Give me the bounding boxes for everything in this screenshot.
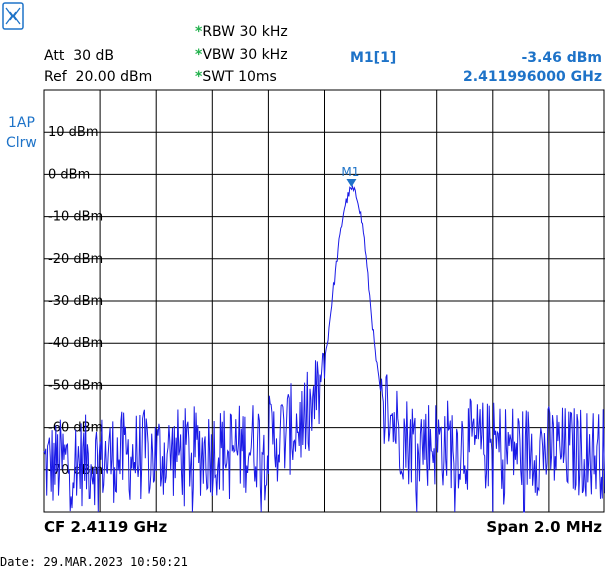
swt-label: SWT <box>202 69 234 85</box>
date-stamp: Date: 29.MAR.2023 10:50:21 <box>0 555 188 569</box>
marker-triangle-icon <box>346 179 357 188</box>
spectrum-plot: 10 dBm 0 dBm -10 dBm -20 dBm -30 dBm -40 dBm -… <box>43 89 605 513</box>
swt-star: * <box>195 69 203 85</box>
y-tick-label: -60 dBm <box>48 421 103 436</box>
ref-label: Ref <box>44 69 67 85</box>
att-value: 30 dB <box>73 48 114 64</box>
rbw-star: * <box>195 24 203 40</box>
y-tick-label: 10 dBm <box>48 125 99 140</box>
swt-value: 10ms <box>238 69 277 85</box>
y-tick-label: -10 dBm <box>48 210 103 225</box>
reference-level-setting: Ref 20.00 dBm <box>44 69 152 85</box>
span: Span 2.0 MHz <box>486 518 602 536</box>
trace-label: 1AP <box>8 115 35 131</box>
marker-level: -3.46 dBm <box>521 50 602 66</box>
y-tick-label: -30 dBm <box>48 294 103 309</box>
y-tick-label: -50 dBm <box>48 378 103 393</box>
trace-mode: Clrw <box>6 135 37 151</box>
vbw-value: 30 kHz <box>239 47 288 63</box>
marker-frequency: 2.411996000 GHz <box>463 69 602 85</box>
attenuation-setting: Att 30 dB <box>44 48 114 64</box>
marker-name: M1[1] <box>350 50 397 66</box>
y-tick-label: -40 dBm <box>48 336 103 351</box>
y-tick-label: -20 dBm <box>48 252 103 267</box>
spectrum-trace <box>43 184 605 513</box>
y-tick-label: 0 dBm <box>48 167 90 182</box>
ref-value: 20.00 dBm <box>75 69 153 85</box>
rohde-schwarz-logo-icon <box>2 2 24 30</box>
center-frequency: CF 2.4119 GHz <box>44 518 168 536</box>
swt-setting: *SWT 10ms <box>195 69 277 85</box>
marker-label: M1 <box>341 165 359 179</box>
rbw-value: 30 kHz <box>239 24 288 40</box>
rbw-setting: *RBW 30 kHz <box>195 24 288 40</box>
vbw-star: * <box>195 47 203 63</box>
att-label: Att <box>44 48 65 64</box>
rbw-label: RBW <box>202 24 236 40</box>
vbw-setting: *VBW 30 kHz <box>195 47 288 63</box>
vbw-label: VBW <box>202 47 235 63</box>
